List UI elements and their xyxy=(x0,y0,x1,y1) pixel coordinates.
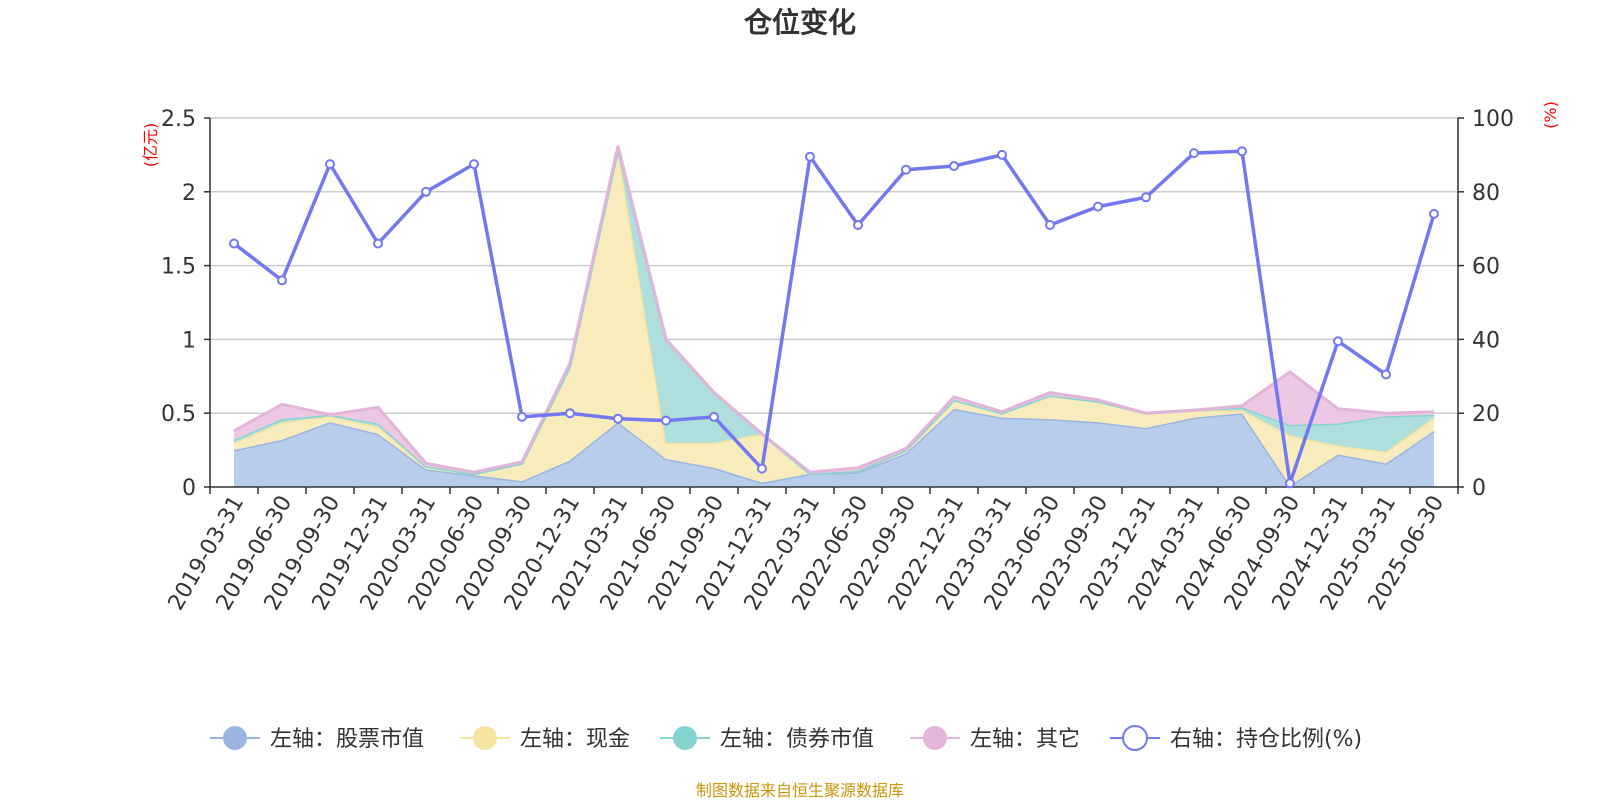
holding-ratio-point xyxy=(421,186,431,197)
chart-title: 仓位变化 xyxy=(744,6,856,39)
holding-ratio-line xyxy=(229,146,1439,489)
area-edge-series-4 xyxy=(233,145,1435,474)
holding-ratio-point xyxy=(229,238,239,249)
holding-ratio-point xyxy=(901,164,911,175)
holding-ratio-point xyxy=(517,411,527,422)
holding-ratio-point xyxy=(1045,220,1055,230)
holding-ratio-point xyxy=(949,161,959,171)
left-axis-tick-label: 1.5 xyxy=(161,255,196,280)
holding-ratio-point xyxy=(613,413,623,424)
holding-ratio-point xyxy=(325,159,335,170)
legend-marker-dot xyxy=(923,726,947,750)
holding-ratio-point xyxy=(1429,208,1439,219)
axes: 0 00.5 201 401.5 602 802.5 1002019-03-312019-0… xyxy=(161,107,1514,615)
data-source-note: 制图数据来自恒生聚源数据库 xyxy=(696,781,904,800)
legend-label: 右轴：持仓比例(%) xyxy=(1170,727,1362,752)
legend-marker-dot xyxy=(223,726,247,750)
holding-ratio-point xyxy=(997,149,1007,160)
legend: 左轴：股票市值 左轴：现金 左轴：债券市值 左轴：其它 右轴：持仓比例(%) xyxy=(210,725,1362,752)
holding-ratio-point xyxy=(1189,148,1199,159)
left-axis-unit: (亿元) xyxy=(141,123,160,168)
area-series-1 xyxy=(234,408,1434,487)
holding-ratio-point xyxy=(661,415,671,426)
holding-ratio-point xyxy=(373,238,383,249)
holding-ratio-point xyxy=(1285,478,1295,489)
area-series-2 xyxy=(234,149,1434,486)
left-axis-tick-label: 1 xyxy=(182,328,196,353)
legend-label: 左轴：债券市值 xyxy=(720,727,874,752)
right-axis-tick-label: 80 xyxy=(1472,181,1500,206)
grid-lines xyxy=(210,117,1458,414)
holding-ratio-line-path xyxy=(232,149,1436,484)
holding-ratio-point xyxy=(709,411,719,422)
holding-ratio-point xyxy=(853,220,863,230)
holding-ratio-point xyxy=(1237,146,1247,157)
holding-ratio-point xyxy=(1141,192,1151,203)
holding-ratio-point xyxy=(805,151,815,162)
right-axis-tick-label: 40 xyxy=(1472,328,1500,353)
legend-marker-dot xyxy=(673,726,697,750)
right-axis-tick-label: 60 xyxy=(1472,255,1500,280)
holding-ratio-point xyxy=(1093,201,1103,212)
holding-ratio-point xyxy=(469,159,479,170)
stacked-areas xyxy=(233,145,1435,488)
legend-marker-circle xyxy=(1122,725,1148,751)
left-axis-tick-label: 2.5 xyxy=(161,107,196,132)
right-axis-tick-label: 0 xyxy=(1472,476,1486,501)
holding-ratio-point xyxy=(1381,369,1391,380)
legend-label: 左轴：股票市值 xyxy=(270,727,424,752)
left-axis-tick-label: 0.5 xyxy=(161,402,196,427)
right-axis-tick-label: 20 xyxy=(1472,402,1500,427)
legend-label: 左轴：现金 xyxy=(520,727,630,752)
holding-ratio-point xyxy=(1333,336,1343,347)
right-axis-unit: (%) xyxy=(1541,101,1560,129)
left-axis-tick-label: 0 xyxy=(182,476,196,501)
left-axis-tick-label: 2 xyxy=(182,181,196,206)
right-axis-tick-label: 100 xyxy=(1472,107,1514,132)
legend-marker-dot xyxy=(473,726,497,750)
legend-label: 左轴：其它 xyxy=(970,727,1080,752)
holding-ratio-point xyxy=(565,408,575,419)
holding-ratio-point xyxy=(277,275,287,286)
holding-ratio-point xyxy=(757,463,767,474)
